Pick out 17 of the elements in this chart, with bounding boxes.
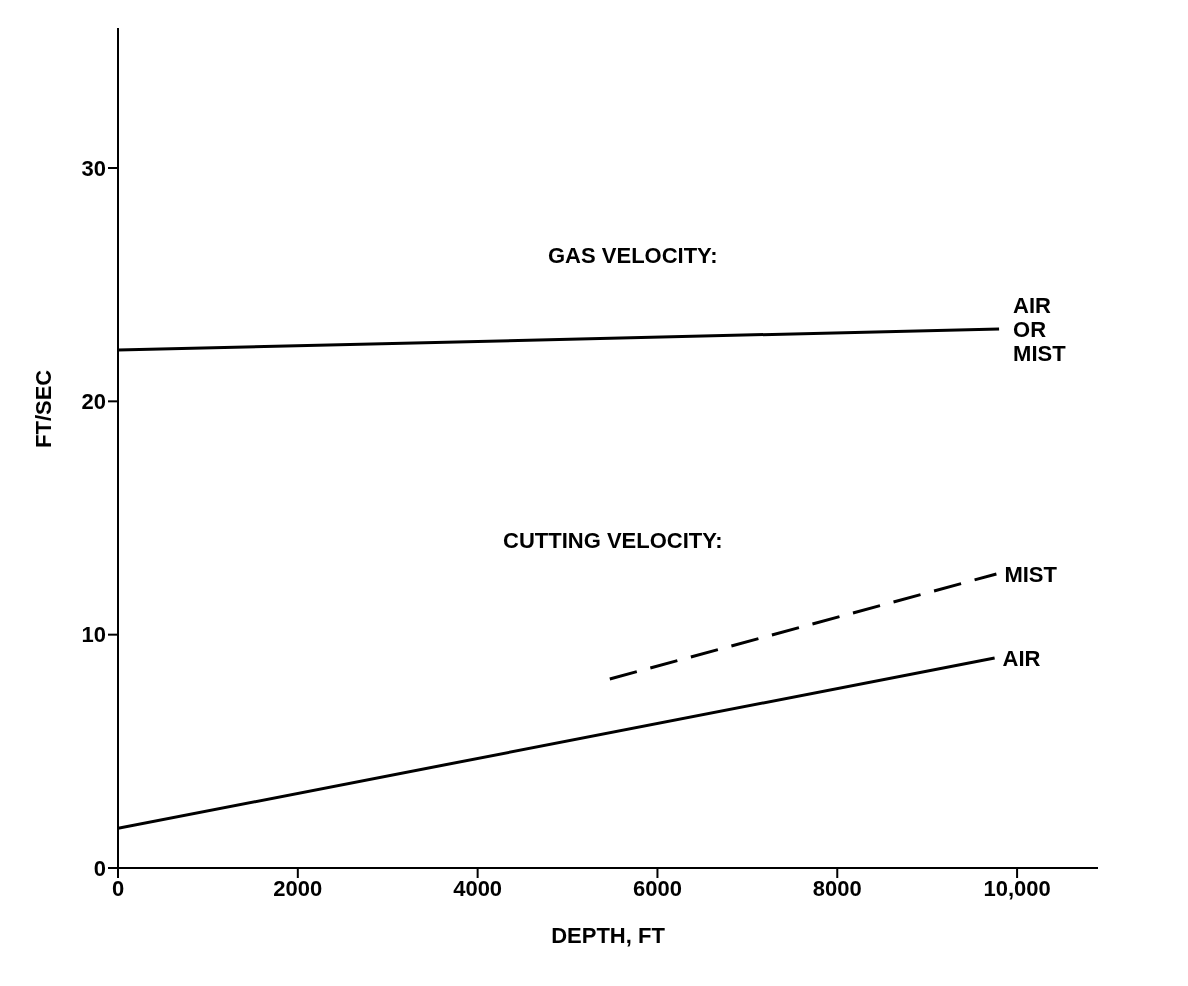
y-tick-label: 10	[81, 622, 106, 648]
series-label: AIR OR MIST	[1013, 293, 1067, 366]
series-label: MIST	[1004, 562, 1058, 587]
x-tick-label: 8000	[812, 875, 862, 901]
y-axis-title: FT/SEC	[30, 369, 56, 448]
x-tick-label: 2000	[273, 875, 323, 901]
annotation: CUTTING VELOCITY:	[503, 528, 723, 554]
series-label: AIR	[1002, 646, 1041, 671]
x-tick-label: 0	[111, 875, 125, 901]
y-tick-label: 30	[81, 155, 106, 181]
y-tick-label: 20	[81, 389, 106, 415]
x-tick-label: 10,000	[983, 875, 1051, 901]
annotation: GAS VELOCITY:	[548, 243, 718, 269]
x-tick-label: 6000	[632, 875, 682, 901]
x-axis-title: DEPTH, FT	[551, 923, 666, 948]
x-tick-label: 4000	[453, 875, 503, 901]
y-tick-label: 0	[93, 855, 106, 881]
